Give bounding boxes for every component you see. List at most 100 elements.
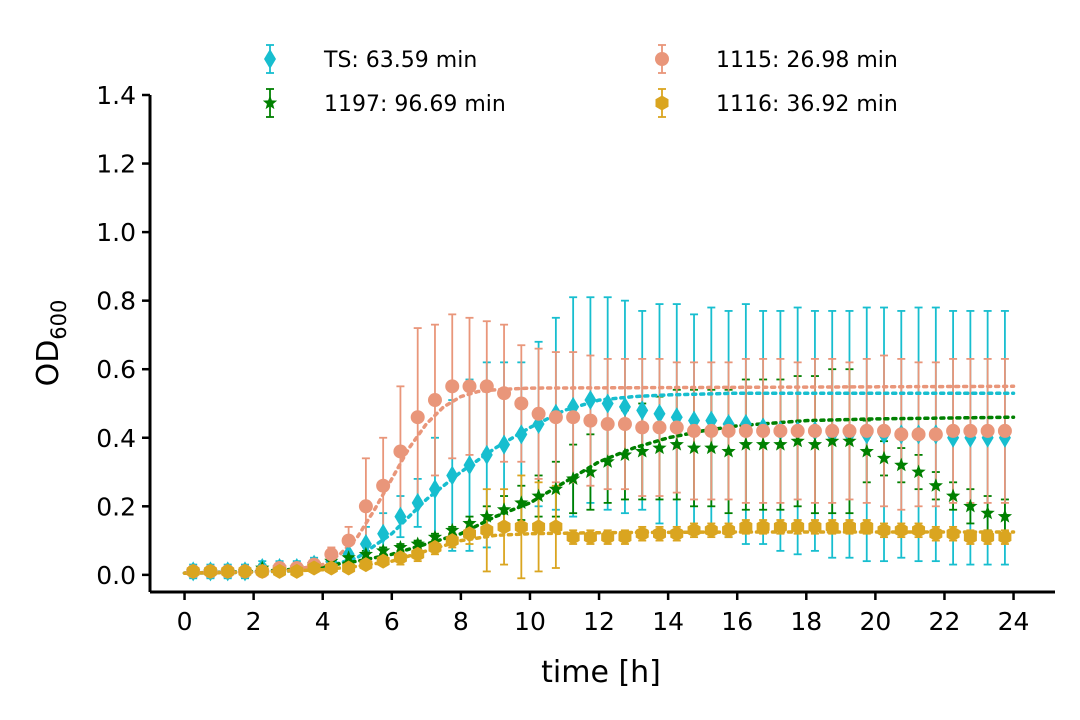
data-point-series-1 xyxy=(755,437,771,451)
data-point-series-3 xyxy=(929,526,943,542)
data-point-series-1 xyxy=(790,433,805,448)
data-point-series-1 xyxy=(635,443,650,458)
data-point-series-2 xyxy=(341,533,356,548)
data-point-series-0 xyxy=(394,506,407,527)
data-point-series-1 xyxy=(514,495,529,509)
data-point-series-1 xyxy=(566,471,581,485)
data-point-series-2 xyxy=(583,413,598,428)
data-point-series-3 xyxy=(842,519,856,535)
data-point-series-3 xyxy=(463,526,477,542)
data-point-series-3 xyxy=(825,519,839,535)
data-point-series-3 xyxy=(566,529,580,545)
data-point-series-3 xyxy=(998,529,1012,545)
data-point-series-2 xyxy=(514,396,529,411)
data-point-series-3 xyxy=(307,560,321,576)
data-point-series-1 xyxy=(445,522,460,537)
data-point-series-1 xyxy=(479,509,494,523)
data-point-series-2 xyxy=(376,478,391,493)
data-point-series-2 xyxy=(790,423,805,438)
legend: TS: 63.59 min 1197: 96.69 min 1115: 26.98 … xyxy=(262,44,898,118)
data-point-series-3 xyxy=(739,519,753,535)
data-point-series-3 xyxy=(203,563,217,579)
data-point-series-2 xyxy=(877,423,892,438)
data-point-series-3 xyxy=(773,519,787,535)
fit-line-series-2 xyxy=(182,384,1016,575)
data-point-series-2 xyxy=(600,417,615,432)
data-point-series-3 xyxy=(411,546,425,562)
data-point-series-0 xyxy=(601,393,614,414)
data-point-series-3 xyxy=(497,519,511,535)
data-point-series-0 xyxy=(515,424,528,445)
data-point-series-3 xyxy=(221,563,235,579)
data-point-series-2 xyxy=(462,379,477,394)
data-point-series-3 xyxy=(912,522,926,538)
legend-item-0: TS: 63.59 min xyxy=(264,44,477,74)
data-point-series-1 xyxy=(807,437,823,451)
data-point-series-3 xyxy=(376,553,390,569)
data-point-series-2 xyxy=(393,444,408,459)
data-point-series-2 xyxy=(704,423,719,438)
legend-marker-icon xyxy=(264,49,276,69)
data-point-series-0 xyxy=(653,403,666,424)
data-point-series-2 xyxy=(773,423,788,438)
data-point-series-2 xyxy=(721,423,736,438)
data-point-series-3 xyxy=(808,519,822,535)
data-point-series-1 xyxy=(911,464,926,479)
data-point-series-1 xyxy=(376,543,391,557)
data-point-series-3 xyxy=(704,522,718,538)
y-tick-label: 0.4 xyxy=(96,424,136,453)
data-point-series-3 xyxy=(981,529,995,545)
data-point-series-3 xyxy=(601,529,615,545)
fit-lines-layer xyxy=(182,384,1016,575)
data-point-series-3 xyxy=(238,563,252,579)
legend-item-2: 1115: 26.98 min xyxy=(655,44,898,74)
x-tick-label: 18 xyxy=(790,607,822,636)
data-point-series-2 xyxy=(807,423,822,438)
data-point-series-1 xyxy=(600,454,615,468)
legend-label: 1197: 96.69 min xyxy=(324,92,506,117)
data-point-series-0 xyxy=(446,465,459,486)
data-point-series-3 xyxy=(894,522,908,538)
data-point-series-1 xyxy=(928,478,943,492)
data-point-series-2 xyxy=(635,420,650,435)
data-point-series-3 xyxy=(255,563,269,579)
data-point-series-1 xyxy=(773,437,788,451)
data-point-series-1 xyxy=(427,529,443,544)
data-point-series-2 xyxy=(911,427,926,442)
data-point-series-0 xyxy=(498,434,511,455)
data-point-series-3 xyxy=(393,550,407,566)
data-point-series-1 xyxy=(496,502,512,516)
x-axis-label: time [h] xyxy=(541,655,661,690)
x-tick-label: 16 xyxy=(721,607,753,636)
y-tick-label: 0.8 xyxy=(96,287,136,316)
data-point-series-3 xyxy=(359,557,373,573)
x-tick-label: 12 xyxy=(583,607,615,636)
data-point-series-3 xyxy=(687,522,701,538)
data-point-series-2 xyxy=(946,423,961,438)
data-point-series-1 xyxy=(462,515,477,530)
data-point-series-1 xyxy=(358,546,374,561)
data-point-series-1 xyxy=(842,433,857,448)
data-point-series-1 xyxy=(410,536,425,551)
x-tick-label: 6 xyxy=(384,607,400,636)
data-point-series-1 xyxy=(583,464,598,479)
data-point-series-0 xyxy=(584,390,597,411)
data-point-series-2 xyxy=(358,499,373,514)
data-point-series-3 xyxy=(670,526,684,542)
data-point-series-3 xyxy=(946,526,960,542)
data-point-series-1 xyxy=(721,443,736,458)
fit-line-series-1 xyxy=(182,415,1016,575)
legend-label: 1115: 26.98 min xyxy=(716,48,898,73)
data-point-series-0 xyxy=(636,400,649,421)
data-point-series-1 xyxy=(548,481,563,496)
x-tick-label: 22 xyxy=(929,607,961,636)
y-axis-label: OD600 xyxy=(31,300,71,387)
data-point-series-3 xyxy=(428,539,442,555)
x-ticks: 0 2 4 6 8 10 12 14 16 18 20 22 24 xyxy=(177,592,1029,636)
data-point-series-2 xyxy=(652,420,667,435)
data-point-series-3 xyxy=(514,519,528,535)
legend-item-3: 1116: 36.92 min xyxy=(655,88,898,118)
data-point-series-1 xyxy=(738,437,753,451)
y-tick-label: 1.2 xyxy=(96,150,136,179)
